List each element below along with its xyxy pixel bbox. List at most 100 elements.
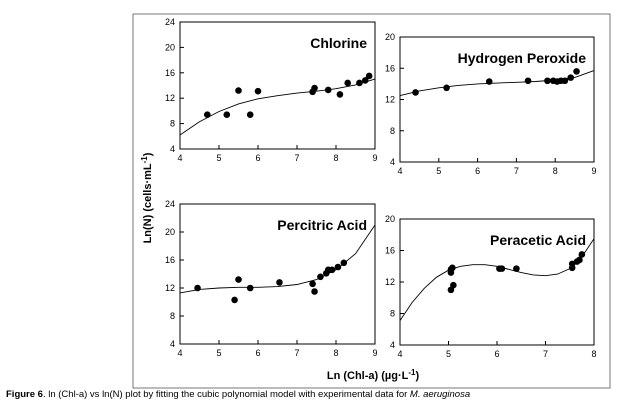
data-point: [365, 72, 373, 80]
panel-4: 4 5 6 7 8 4 8 12 16 20 Peracetic Acid: [385, 214, 597, 359]
y-tick-label: 8: [390, 126, 395, 136]
y-tick-label: 20: [385, 214, 395, 224]
plot-area: [179, 203, 376, 345]
fit-curve: [179, 78, 376, 136]
y-axis-label-text: Ln(N) (cells·mL: [142, 163, 154, 243]
x-tick-label: 7: [514, 166, 519, 176]
y-axis-label-sup: -1: [140, 156, 149, 164]
x-tick-label: 4: [177, 153, 182, 163]
x-tick-label: 8: [591, 349, 596, 359]
data-point: [524, 77, 532, 85]
x-tick-label: 5: [436, 166, 441, 176]
y-tick-label: 24: [165, 17, 175, 27]
x-tick-label: 6: [255, 153, 260, 163]
x-tick-label: 8: [333, 153, 338, 163]
data-point: [361, 77, 369, 84]
panel-title: Percitric Acid: [277, 217, 367, 233]
y-axis-label: Ln(N) (cells·mL-1): [140, 152, 154, 243]
data-point: [246, 111, 254, 119]
data-point: [223, 111, 231, 119]
x-tick-label: 8: [553, 166, 558, 176]
data-point: [344, 79, 352, 87]
data-point: [235, 276, 242, 283]
y-tick-label: 12: [165, 93, 175, 103]
x-tick-label: 5: [446, 349, 451, 359]
data-point: [309, 280, 316, 288]
y-tick-label: 4: [170, 339, 175, 349]
y-tick-label: 4: [390, 340, 395, 350]
figure-caption: Figure 6. ln (Chl-a) vs ln(N) plot by fi…: [6, 389, 616, 401]
panel-1: 4 5 6 7 8 9 4 8 12 16 20 24 Chlorine: [165, 17, 378, 163]
data-point: [485, 78, 493, 85]
x-tick-label: 5: [216, 153, 221, 163]
data-point: [276, 279, 283, 286]
data-point: [513, 265, 520, 272]
x-tick-label: 6: [494, 349, 499, 359]
panel-title: Chlorine: [310, 35, 367, 51]
y-tick-label: 4: [170, 144, 175, 154]
caption-text: . ln (Chl-a) vs ln(N) plot by fitting th…: [42, 389, 410, 400]
plot-area: [179, 21, 376, 150]
y-tick-label: 24: [165, 199, 175, 209]
data-point: [561, 77, 569, 85]
y-tick-label: 16: [385, 63, 395, 73]
data-point: [447, 286, 455, 294]
data-point: [336, 91, 344, 98]
y-tick-label: 20: [165, 227, 175, 237]
data-point: [578, 251, 586, 258]
data-point: [356, 79, 363, 87]
y-tick-label: 12: [165, 283, 175, 293]
x-axis-label-sup: -1: [408, 368, 416, 377]
data-point: [311, 288, 318, 295]
data-point: [573, 68, 580, 75]
data-point: [317, 273, 324, 281]
y-axis-label-close: ): [142, 152, 154, 156]
y-tick-label: 8: [390, 309, 395, 319]
y-tick-label: 8: [170, 119, 175, 129]
y-tick-label: 20: [385, 32, 395, 42]
x-tick-label: 7: [294, 348, 299, 358]
caption-organism: M. aeruginosa: [409, 389, 471, 400]
y-tick-label: 16: [165, 255, 175, 265]
panel-title: Hydrogen Peroxide: [458, 50, 587, 66]
data-point: [235, 87, 242, 94]
y-tick-label: 12: [385, 95, 395, 105]
x-tick-label: 7: [294, 153, 299, 163]
x-tick-label: 9: [591, 166, 596, 176]
panel-title: Peracetic Acid: [490, 232, 586, 248]
y-tick-label: 4: [390, 157, 395, 167]
y-tick-label: 12: [385, 277, 395, 287]
data-point: [576, 256, 583, 264]
data-point: [246, 284, 254, 292]
data-point: [254, 87, 262, 95]
x-tick-label: 4: [177, 348, 182, 358]
y-tick-label: 16: [385, 246, 395, 256]
plot-area: [399, 36, 595, 163]
data-point: [328, 266, 336, 274]
fit-curve: [399, 238, 595, 321]
data-point: [568, 264, 576, 272]
x-tick-label: 4: [397, 349, 402, 359]
data-point: [324, 86, 332, 94]
panel-3: 4 5 6 7 8 9 4 8 12 16 20 24 Percitric Acid: [165, 199, 378, 358]
x-tick-label: 5: [216, 348, 221, 358]
x-tick-label: 9: [372, 348, 377, 358]
y-tick-label: 16: [165, 68, 175, 78]
x-tick-label: 4: [397, 166, 402, 176]
x-tick-label: 6: [255, 348, 260, 358]
data-point: [443, 84, 450, 92]
data-point: [311, 84, 318, 92]
data-point: [449, 264, 456, 272]
x-tick-label: 6: [475, 166, 480, 176]
panel-2: 4 5 6 7 8 9 4 8 12 16 20 Hydrogen Peroxide: [385, 32, 597, 176]
data-point: [567, 74, 575, 81]
x-tick-label: 9: [372, 153, 377, 163]
x-tick-label: 7: [543, 349, 548, 359]
x-tick-label: 8: [333, 348, 338, 358]
data-point: [204, 111, 211, 119]
caption-label: Figure 6: [6, 389, 43, 400]
y-tick-label: 20: [165, 42, 175, 52]
data-point: [498, 265, 506, 272]
data-point: [340, 259, 348, 267]
